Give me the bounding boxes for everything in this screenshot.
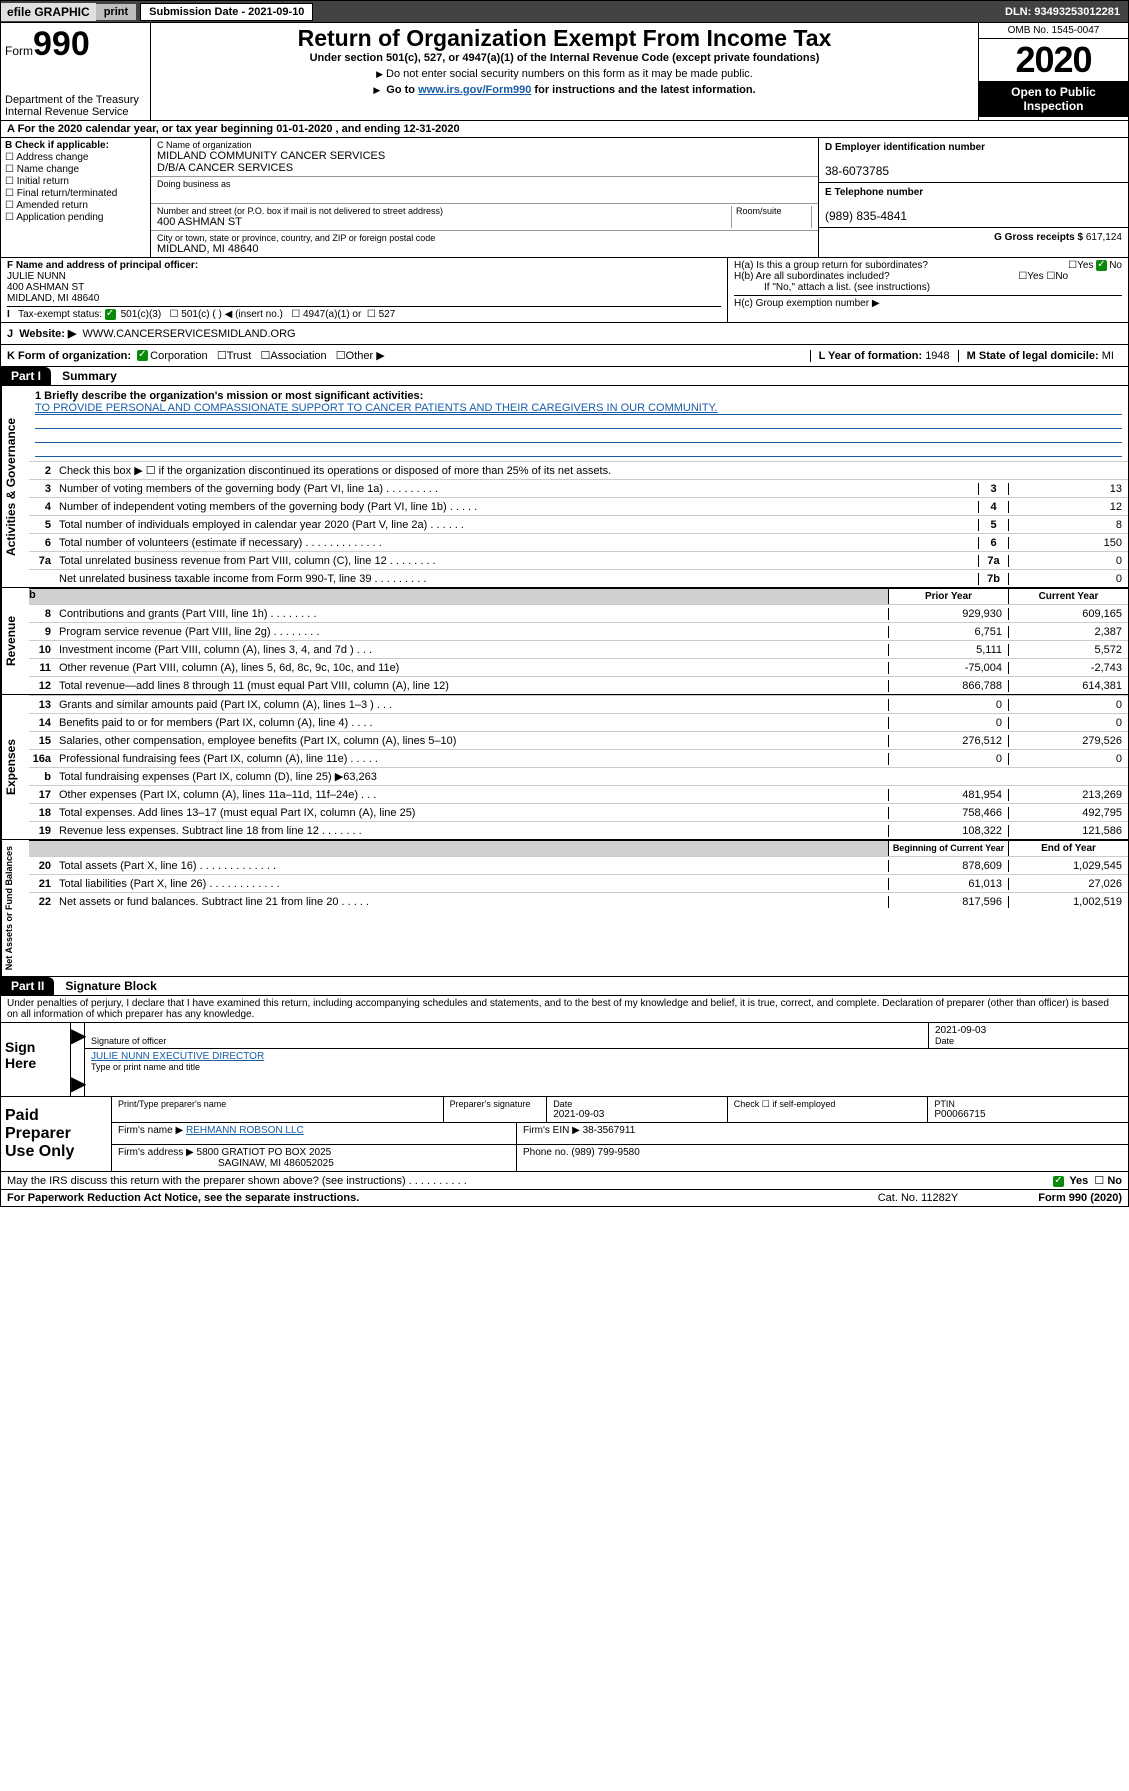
dept-2: Internal Revenue Service [5, 106, 146, 118]
year-formation: 1948 [925, 350, 949, 362]
form-number: 990 [33, 25, 90, 63]
paperwork-notice: For Paperwork Reduction Act Notice, see … [7, 1192, 359, 1204]
efile-link[interactable]: efile GRAPHIC [1, 3, 96, 21]
city-state-zip: MIDLAND, MI 48640 [157, 243, 812, 255]
row-a: A For the 2020 calendar year, or tax yea… [1, 121, 1128, 138]
firm-name: REHMANN ROBSON LLC [186, 1125, 304, 1136]
street-address: 400 ASHMAN ST [157, 216, 727, 228]
ha-no-checkbox[interactable] [1096, 260, 1107, 271]
open-public: Open to Public Inspection [979, 81, 1128, 117]
vlabel-exp: Expenses [1, 695, 29, 839]
form-subtitle: Under section 501(c), 527, or 4947(a)(1)… [157, 52, 972, 64]
vlabel-gov: Activities & Governance [1, 386, 29, 587]
vlabel-rev: Revenue [1, 588, 29, 694]
vlabel-net: Net Assets or Fund Balances [1, 840, 29, 976]
gross-receipts: 617,124 [1086, 232, 1122, 243]
dln: DLN: 93493253012281 [997, 6, 1128, 18]
irs-link[interactable]: www.irs.gov/Form990 [418, 84, 531, 96]
officer-name: JULIE NUNN [7, 271, 721, 282]
website: WWW.CANCERSERVICESMIDLAND.ORG [83, 328, 296, 340]
tax-year: 2020 [979, 39, 1128, 81]
form-footer: Form 990 (2020) [1038, 1192, 1122, 1204]
sign-date: 2021-09-03 [935, 1025, 1122, 1036]
part-2-header: Part II [1, 977, 54, 995]
org-name-1: MIDLAND COMMUNITY CANCER SERVICES [157, 150, 812, 162]
domicile-state: MI [1102, 350, 1114, 362]
ein: 38-6073785 [825, 164, 1122, 178]
form-word: Form [5, 44, 33, 58]
omb-number: OMB No. 1545-0047 [979, 23, 1128, 39]
dept-1: Department of the Treasury [5, 94, 146, 106]
officer-addr1: 400 ASHMAN ST [7, 282, 721, 293]
print-button[interactable]: print [96, 4, 136, 20]
form-title: Return of Organization Exempt From Incom… [157, 25, 972, 52]
telephone: (989) 835-4841 [825, 209, 1122, 223]
firm-addr2: SAGINAW, MI 486052025 [218, 1158, 334, 1169]
top-bar: efile GRAPHIC print Submission Date - 20… [1, 1, 1128, 23]
firm-phone: (989) 799-9580 [571, 1147, 639, 1158]
mission-text: TO PROVIDE PERSONAL AND COMPASSIONATE SU… [35, 402, 1122, 415]
discuss-yes[interactable] [1053, 1176, 1064, 1187]
officer-addr2: MIDLAND, MI 48640 [7, 293, 721, 304]
note-ssn: Do not enter social security numbers on … [157, 68, 972, 80]
info-grid: B Check if applicable: ☐ Address change … [1, 138, 1128, 258]
perjury-declaration: Under penalties of perjury, I declare th… [1, 996, 1128, 1023]
org-name-2: D/B/A CANCER SERVICES [157, 162, 812, 174]
part-1-header: Part I [1, 367, 51, 385]
firm-addr1: 5800 GRATIOT PO BOX 2025 [197, 1147, 332, 1158]
note-goto: Go to www.irs.gov/Form990 for instructio… [157, 84, 972, 96]
submission-date: Submission Date - 2021-09-10 [140, 3, 313, 21]
discuss-question: May the IRS discuss this return with the… [7, 1175, 467, 1187]
corp-checkbox[interactable] [137, 350, 148, 361]
preparer-date: 2021-09-03 [553, 1109, 721, 1120]
cat-no: Cat. No. 11282Y [878, 1192, 959, 1204]
ptin: P00066715 [934, 1109, 1122, 1120]
firm-ein: 38-3567911 [583, 1125, 636, 1136]
officer-name-title: JULIE NUNN EXECUTIVE DIRECTOR [91, 1051, 1122, 1062]
form-container: efile GRAPHIC print Submission Date - 20… [0, 0, 1129, 1207]
header-row: Form990 Department of the Treasury Inter… [1, 23, 1128, 121]
col-b: B Check if applicable: ☐ Address change … [1, 138, 151, 257]
501c3-checkbox[interactable] [105, 309, 116, 320]
